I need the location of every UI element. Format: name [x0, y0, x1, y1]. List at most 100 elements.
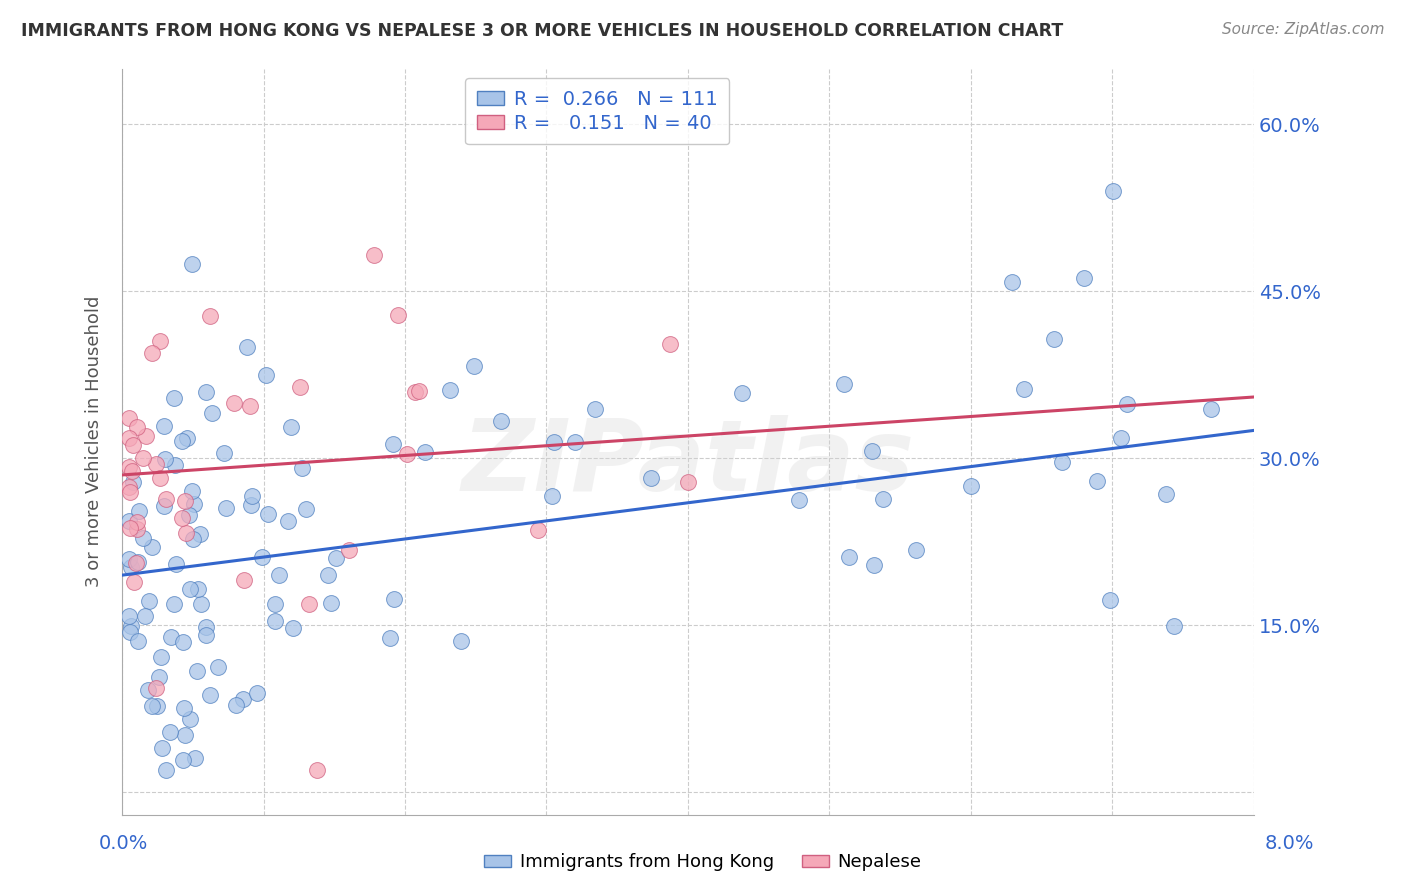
Point: [131, 451, 153, 466]
Point: [138, 594, 160, 608]
Point: [174, 525, 197, 540]
Point: [152, 741, 174, 756]
Point: [135, 429, 157, 443]
Y-axis label: 3 or more Vehicles in Household: 3 or more Vehicles in Household: [86, 296, 103, 587]
Point: [186, 664, 208, 678]
Point: [187, 582, 209, 596]
Point: [141, 540, 163, 554]
Point: [148, 670, 170, 684]
Point: [264, 598, 287, 612]
Point: [491, 414, 513, 428]
Point: [863, 558, 886, 572]
Point: [1163, 619, 1185, 633]
Point: [1050, 455, 1073, 469]
Point: [120, 521, 142, 535]
Point: [149, 649, 172, 664]
Point: [439, 383, 461, 397]
Point: [174, 493, 197, 508]
Point: [172, 511, 194, 525]
Point: [246, 686, 269, 700]
Point: [120, 560, 142, 574]
Point: [155, 763, 177, 777]
Point: [872, 491, 894, 506]
Point: [120, 619, 142, 633]
Point: [195, 385, 218, 400]
Point: [325, 551, 347, 566]
Point: [184, 751, 207, 765]
Point: [194, 628, 217, 642]
Point: [363, 248, 385, 262]
Point: [1111, 431, 1133, 445]
Point: [676, 475, 699, 489]
Point: [1199, 402, 1222, 417]
Point: [540, 489, 562, 503]
Point: [183, 497, 205, 511]
Point: [131, 531, 153, 545]
Point: [404, 384, 426, 399]
Point: [239, 498, 262, 512]
Point: [233, 573, 256, 587]
Point: [136, 683, 159, 698]
Point: [387, 308, 409, 322]
Point: [121, 465, 143, 479]
Point: [118, 609, 141, 624]
Text: IMMIGRANTS FROM HONG KONG VS NEPALESE 3 OR MORE VEHICLES IN HOUSEHOLD CORRELATIO: IMMIGRANTS FROM HONG KONG VS NEPALESE 3 …: [21, 22, 1063, 40]
Point: [118, 624, 141, 639]
Point: [1154, 487, 1177, 501]
Point: [128, 504, 150, 518]
Point: [198, 688, 221, 702]
Point: [731, 385, 754, 400]
Point: [543, 435, 565, 450]
Point: [125, 556, 148, 570]
Point: [198, 310, 221, 324]
Point: [277, 514, 299, 528]
Point: [174, 728, 197, 742]
Point: [190, 597, 212, 611]
Point: [222, 395, 245, 409]
Point: [959, 479, 981, 493]
Point: [240, 490, 263, 504]
Point: [118, 480, 141, 494]
Point: [173, 701, 195, 715]
Point: [232, 692, 254, 706]
Point: [118, 552, 141, 566]
Point: [163, 458, 186, 473]
Point: [236, 340, 259, 354]
Point: [146, 699, 169, 714]
Point: [659, 337, 682, 351]
Point: [125, 420, 148, 434]
Point: [153, 499, 176, 513]
Point: [264, 614, 287, 628]
Point: [1085, 475, 1108, 489]
Point: [127, 515, 149, 529]
Point: [127, 555, 149, 569]
Point: [165, 557, 187, 571]
Point: [172, 434, 194, 449]
Point: [239, 399, 262, 413]
Point: [172, 635, 194, 649]
Point: [1073, 270, 1095, 285]
Point: [122, 475, 145, 490]
Point: [1101, 184, 1123, 198]
Point: [337, 543, 360, 558]
Point: [1043, 332, 1066, 346]
Point: [118, 459, 141, 474]
Point: [127, 634, 149, 648]
Point: [118, 411, 141, 425]
Point: [307, 763, 329, 777]
Point: [1116, 397, 1139, 411]
Point: [250, 549, 273, 564]
Point: [124, 574, 146, 589]
Point: [380, 632, 402, 646]
Point: [153, 452, 176, 467]
Point: [280, 419, 302, 434]
Point: [141, 698, 163, 713]
Text: 0.0%: 0.0%: [98, 834, 148, 853]
Point: [181, 484, 204, 499]
Point: [298, 597, 321, 611]
Point: [163, 598, 186, 612]
Legend: Immigrants from Hong Kong, Nepalese: Immigrants from Hong Kong, Nepalese: [477, 847, 929, 879]
Point: [149, 471, 172, 485]
Point: [201, 406, 224, 420]
Point: [120, 485, 142, 500]
